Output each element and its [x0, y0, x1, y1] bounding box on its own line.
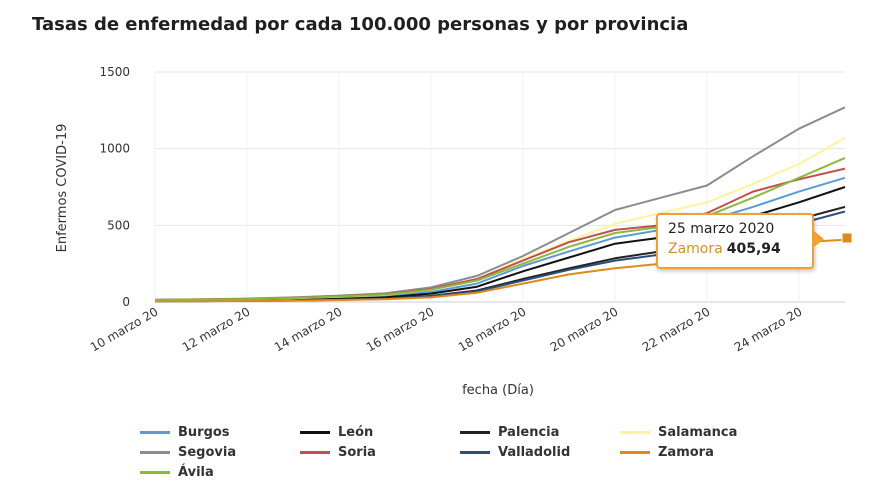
y-axis-title: Enfermos COVID-19: [55, 124, 70, 253]
legend-item-segovia[interactable]: Segovia: [140, 443, 300, 461]
legend-swatch: [460, 450, 490, 454]
x-tick-label: 12 marzo 20: [180, 304, 253, 354]
y-tick-label: 500: [107, 218, 130, 232]
legend-swatch: [460, 430, 490, 434]
legend-label: Zamora: [658, 444, 714, 460]
y-tick-label: 1500: [99, 65, 130, 79]
x-tick-label: 24 marzo 20: [732, 304, 805, 354]
x-tick-label: 14 marzo 20: [272, 304, 345, 354]
legend-item-ávila[interactable]: Ávila: [140, 463, 300, 481]
legend-swatch: [620, 430, 650, 434]
x-tick-label: 20 marzo 20: [548, 304, 621, 354]
legend-item-salamanca[interactable]: Salamanca: [620, 423, 780, 441]
legend: Burgos León Palencia Salamanca Segovia Soria V…: [140, 423, 780, 481]
legend-label: Palencia: [498, 424, 560, 440]
legend-item-zamora[interactable]: Zamora: [620, 443, 780, 461]
legend-swatch: [140, 450, 170, 454]
legend-item-burgos[interactable]: Burgos: [140, 423, 300, 441]
legend-label: Burgos: [178, 424, 230, 440]
legend-label: Salamanca: [658, 424, 738, 440]
x-tick-label: 22 marzo 20: [640, 304, 713, 354]
x-tick-label: 16 marzo 20: [364, 304, 437, 354]
legend-swatch: [300, 430, 330, 434]
legend-swatch: [620, 450, 650, 454]
y-tick-label: 1000: [99, 142, 130, 156]
y-axis-ticks: 0 500 1000 1500: [99, 65, 130, 309]
legend-swatch: [300, 450, 330, 454]
x-tick-label: 10 marzo 20: [88, 304, 161, 354]
x-axis-ticks: 10 marzo 20 12 marzo 20 14 marzo 20 16 marz…: [88, 304, 805, 354]
y-tick-label: 0: [122, 295, 130, 309]
x-tick-label: 18 marzo 20: [456, 304, 529, 354]
legend-swatch: [140, 430, 170, 434]
hover-marker[interactable]: [841, 232, 853, 244]
tooltip-date: 25 marzo 2020: [668, 221, 775, 237]
tooltip: 25 marzo 2020 Zamora 405,94: [656, 213, 814, 269]
legend-item-león[interactable]: León: [300, 423, 460, 441]
chart-title: Tasas de enfermedad por cada 100.000 per…: [32, 14, 689, 35]
series-line-ávila[interactable]: [154, 156, 846, 301]
legend-item-valladolid[interactable]: Valladolid: [460, 443, 620, 461]
legend-item-soria[interactable]: Soria: [300, 443, 460, 461]
series-lines[interactable]: [154, 106, 846, 303]
legend-label: Segovia: [178, 444, 237, 460]
tooltip-arrow: [814, 231, 824, 247]
legend-label: Ávila: [178, 464, 214, 480]
legend-label: León: [338, 424, 374, 440]
legend-label: Soria: [338, 444, 376, 460]
tooltip-series: Zamora: [668, 241, 723, 257]
tooltip-value: 405,94: [726, 241, 781, 257]
legend-item-palencia[interactable]: Palencia: [460, 423, 620, 441]
legend-label: Valladolid: [498, 444, 571, 460]
legend-swatch: [140, 470, 170, 474]
x-axis-title: fecha (Día): [462, 383, 534, 398]
